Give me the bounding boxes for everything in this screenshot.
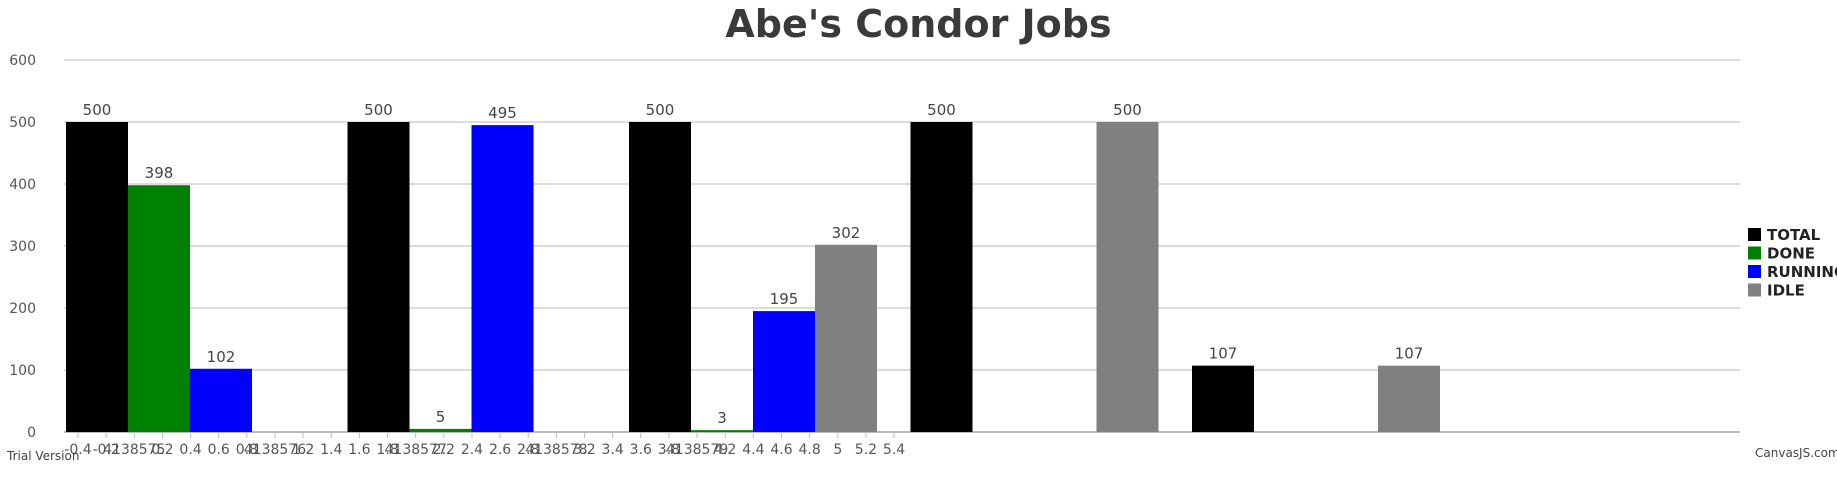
x-tick-label: 1.6 <box>348 442 370 458</box>
data-labels: 500 500 500 500 107 398 5 3 102 495 195 302 500 107 <box>83 101 1424 427</box>
bar-running-4138577 <box>753 311 815 432</box>
data-label: 500 <box>364 101 393 119</box>
bar-total-4138577 <box>629 122 691 432</box>
data-label: 500 <box>646 101 675 119</box>
y-axis-ticks: 0 100 200 300 400 500 600 <box>9 53 36 441</box>
bars <box>66 122 1440 432</box>
x-tick-label: 3.4 <box>602 442 624 458</box>
data-label: 3 <box>717 409 727 427</box>
x-tick-label: -0.4 <box>64 442 91 458</box>
y-tick-label: 500 <box>9 115 36 131</box>
legend-swatch-idle[interactable] <box>1748 283 1761 297</box>
legend-swatch-total[interactable] <box>1748 228 1761 241</box>
trial-version-text: Trial Version <box>7 449 80 463</box>
x-tick-label: 3.2 <box>573 442 595 458</box>
x-tick-label: 1.8 <box>376 442 398 458</box>
x-tick-label: 2.8 <box>517 442 539 458</box>
y-tick-label: 400 <box>9 177 36 193</box>
y-tick-label: 300 <box>9 239 36 255</box>
legend-label-idle[interactable]: IDLE <box>1767 282 1805 300</box>
data-label: 302 <box>832 224 861 242</box>
bar-total-4138576 <box>347 122 410 432</box>
bar-idle-4138577 <box>815 244 877 432</box>
legend-swatch-running[interactable] <box>1748 265 1761 278</box>
data-label: 500 <box>927 101 956 119</box>
legend-label-done[interactable]: DONE <box>1767 245 1815 263</box>
bar-done-4138575 <box>128 185 190 432</box>
x-tick-label: -0.2 <box>92 442 119 458</box>
data-label: 5 <box>436 408 446 426</box>
x-tick-label: 3.6 <box>630 442 652 458</box>
x-tick-label: 0.8 <box>236 442 258 458</box>
bar-idle-4138579 <box>1378 365 1440 432</box>
data-label: 398 <box>145 164 174 182</box>
legend: TOTALDONERUNNINGIDLE <box>1748 226 1837 300</box>
bar-running-4138575 <box>190 368 252 432</box>
bar-total-4138575 <box>66 122 128 432</box>
data-label: 500 <box>1113 101 1142 119</box>
bar-idle-4138578 <box>1096 122 1159 432</box>
y-tick-label: 0 <box>27 425 36 441</box>
x-tick-label: 1.4 <box>320 442 342 458</box>
x-tick-label: 4.4 <box>742 442 764 458</box>
chart-title: Abe's Condor Jobs <box>725 2 1112 46</box>
bar-done-4138577 <box>691 430 753 432</box>
bar-total-4138579 <box>1192 365 1254 432</box>
data-label: 495 <box>488 104 517 122</box>
credit-link[interactable]: CanvasJS.com <box>1755 446 1837 460</box>
y-tick-label: 200 <box>9 301 36 317</box>
bar-running-4138576 <box>471 125 534 432</box>
x-tick-label: 4138575 <box>103 442 165 458</box>
data-label: 195 <box>770 290 799 308</box>
x-tick-label: 4138577 <box>385 442 447 458</box>
x-tick-label: 5 <box>833 442 842 458</box>
x-tick-label: 3.8 <box>658 442 680 458</box>
data-label: 500 <box>83 101 112 119</box>
x-tick-label: 4.6 <box>770 442 792 458</box>
x-tick-label: 4138578 <box>525 442 587 458</box>
data-label: 107 <box>1209 345 1238 363</box>
x-tick-label: 5.2 <box>855 442 877 458</box>
legend-label-running[interactable]: RUNNING <box>1767 263 1837 281</box>
x-tick-label: 2.6 <box>489 442 511 458</box>
y-tick-label: 100 <box>9 363 36 379</box>
x-tick-label: 1.2 <box>292 442 314 458</box>
x-tick-label: 4138579 <box>666 442 728 458</box>
x-tick-label: 2.4 <box>461 442 483 458</box>
legend-label-total[interactable]: TOTAL <box>1767 226 1821 244</box>
x-tick-label: 0.6 <box>208 442 230 458</box>
bar-total-4138578 <box>910 122 973 432</box>
grid-lines <box>64 59 1740 433</box>
x-tick-label: 4138576 <box>244 442 306 458</box>
y-tick-label: 600 <box>9 53 36 69</box>
x-tick-label: 0.4 <box>179 442 201 458</box>
data-label: 107 <box>1395 345 1424 363</box>
legend-swatch-done[interactable] <box>1748 246 1761 260</box>
x-tick-label: 4.8 <box>799 442 821 458</box>
bar-done-4138576 <box>409 428 472 432</box>
data-label: 102 <box>207 348 236 366</box>
x-tick-label: 4.2 <box>714 442 736 458</box>
x-tick-label: 2.2 <box>433 442 455 458</box>
x-tick-label: 0.2 <box>151 442 173 458</box>
x-tick-label: 5.4 <box>883 442 905 458</box>
